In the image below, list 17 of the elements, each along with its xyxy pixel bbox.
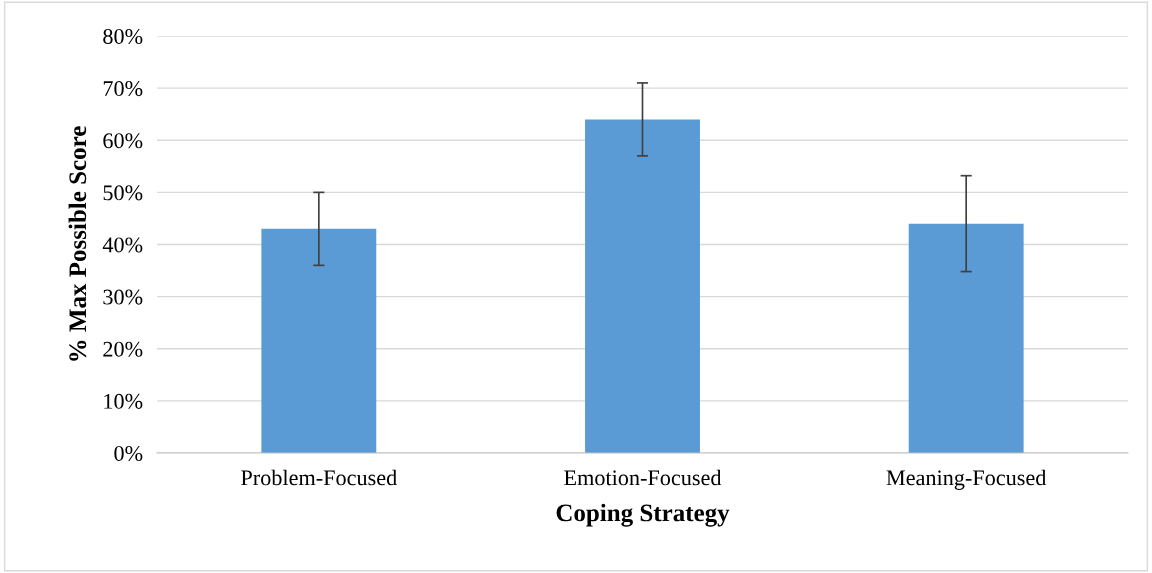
y-axis-title: % Max Possible Score — [68, 126, 87, 361]
y-tick-label: 0% — [114, 445, 143, 461]
x-tick-label: Meaning-Focused — [886, 469, 1047, 490]
y-tick-label: 80% — [103, 28, 143, 44]
y-tick-label: 10% — [104, 393, 143, 409]
y-tick-label: 50% — [103, 185, 143, 201]
bar — [261, 228, 377, 453]
x-axis-title: Coping Strategy — [556, 503, 730, 527]
y-tick-label: 20% — [103, 341, 143, 357]
y-tick-label: 30% — [103, 289, 143, 305]
y-tick-label: 60% — [103, 133, 143, 149]
y-tick-label: 40% — [102, 237, 143, 253]
y-tick-label: 70% — [103, 81, 143, 97]
bar — [585, 119, 700, 453]
bar — [908, 223, 1024, 453]
x-tick-label: Problem-Focused — [241, 469, 397, 486]
x-tick-label: Emotion-Focused — [564, 469, 722, 486]
